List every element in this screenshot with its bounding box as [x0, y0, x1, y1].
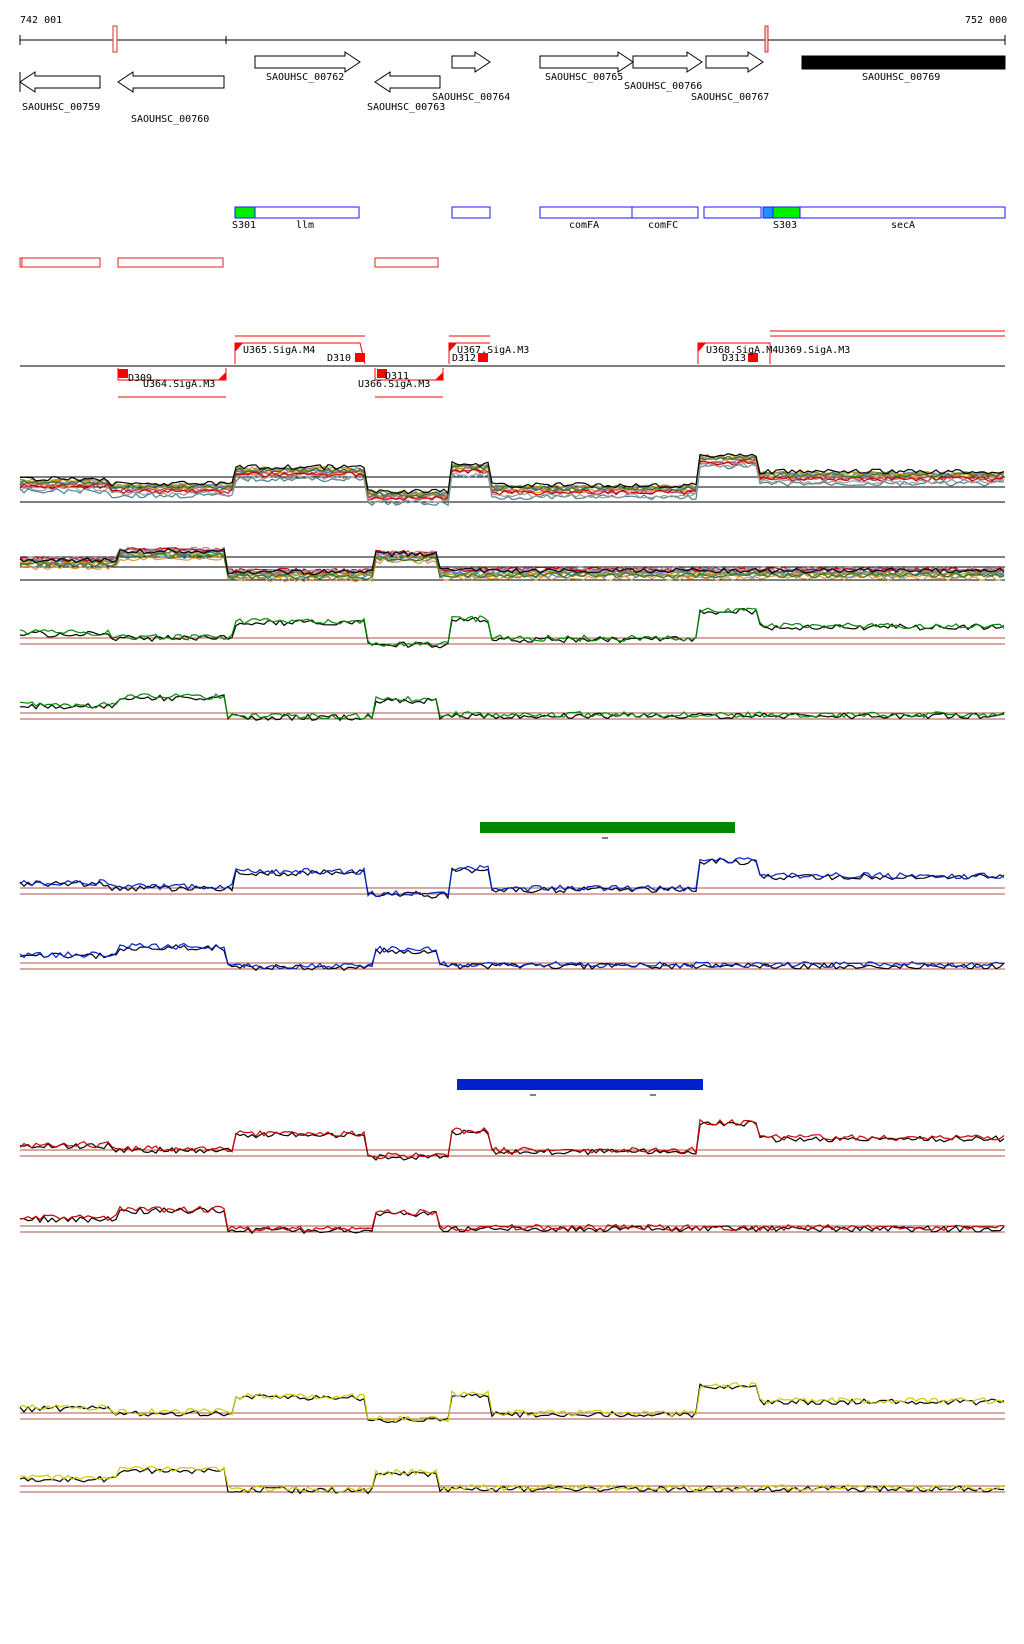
gene-label: SAOUHSC_00762 [266, 72, 344, 83]
segment-label: U367.SigA.M3 [457, 345, 529, 356]
segment-label: U365.SigA.M4 [243, 345, 315, 356]
gene-arrow[interactable] [374, 71, 441, 93]
segment-label: D310 [327, 353, 351, 364]
gene-label: SAOUHSC_00759 [22, 102, 100, 113]
segment-track: D309 U364.SigA.M3 U365.SigA.M4 D310 D311… [20, 330, 1005, 398]
gene-label: SAOUHSC_00765 [545, 72, 623, 83]
feature-label: comFA [569, 220, 599, 231]
gene-arrow[interactable] [117, 71, 225, 93]
gene-arrow[interactable] [254, 51, 361, 73]
feature-label: secA [891, 220, 915, 231]
start-coordinate: 742 001 [20, 15, 62, 26]
antisense-track [19, 257, 439, 268]
feature-label: S301 [232, 220, 256, 231]
gene-label: SAOUHSC_00767 [691, 92, 769, 103]
gene-arrow[interactable] [539, 51, 634, 73]
condition-bar-green [480, 822, 735, 833]
gene-labels: SAOUHSC_00759 SAOUHSC_00760 SAOUHSC_0076… [22, 72, 940, 125]
end-coordinate: 752 000 [965, 15, 1007, 26]
gene-arrow[interactable] [19, 71, 101, 93]
segment-label: U368.SigA.M4 [706, 345, 778, 356]
gene-label: SAOUHSC_00764 [432, 92, 510, 103]
segment-label: D312 [452, 353, 476, 364]
feature-label: comFC [648, 220, 678, 231]
segment-label: D311 [385, 371, 409, 382]
segment-label: U366.SigA.M3 [358, 379, 430, 390]
segment-label: U364.SigA.M3 [143, 379, 215, 390]
gene-label: SAOUHSC_00766 [624, 81, 702, 92]
feature-label: S303 [773, 220, 797, 231]
segment-label: D309 [128, 373, 152, 384]
condition-bar-blue [457, 1079, 703, 1090]
segment-label: U369.SigA.M3 [778, 345, 850, 356]
gene-label: SAOUHSC_00763 [367, 102, 445, 113]
gene-track [19, 51, 1006, 93]
gene-label: SAOUHSC_00760 [131, 114, 209, 125]
expression-tracks [19, 453, 1005, 1495]
gene-label: SAOUHSC_00769 [862, 72, 940, 83]
feature-track: S301 llm comFA comFC S303 secA [232, 206, 1006, 231]
gene-arrow[interactable] [632, 51, 703, 73]
gene-arrow[interactable] [451, 51, 491, 73]
coordinate-ruler: 742 001 752 000 [19, 15, 1007, 53]
feature-label: llm [296, 220, 314, 231]
gene-arrow[interactable] [705, 51, 764, 73]
gene-block[interactable] [801, 55, 1006, 70]
segment-label: D313 [722, 353, 746, 364]
